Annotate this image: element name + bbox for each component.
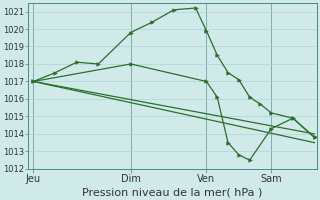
X-axis label: Pression niveau de la mer( hPa ): Pression niveau de la mer( hPa )	[83, 187, 263, 197]
